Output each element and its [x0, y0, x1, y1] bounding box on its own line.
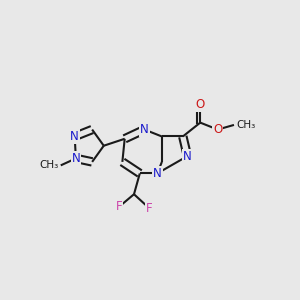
Text: F: F	[116, 200, 122, 213]
Text: N: N	[70, 130, 79, 143]
Text: N: N	[153, 167, 162, 180]
Text: O: O	[213, 123, 222, 136]
Text: N: N	[183, 150, 192, 163]
Text: F: F	[146, 202, 152, 214]
Text: N: N	[140, 123, 149, 136]
Text: O: O	[196, 98, 205, 111]
Text: CH₃: CH₃	[236, 120, 256, 130]
Text: CH₃: CH₃	[39, 160, 58, 170]
Text: N: N	[71, 152, 80, 165]
